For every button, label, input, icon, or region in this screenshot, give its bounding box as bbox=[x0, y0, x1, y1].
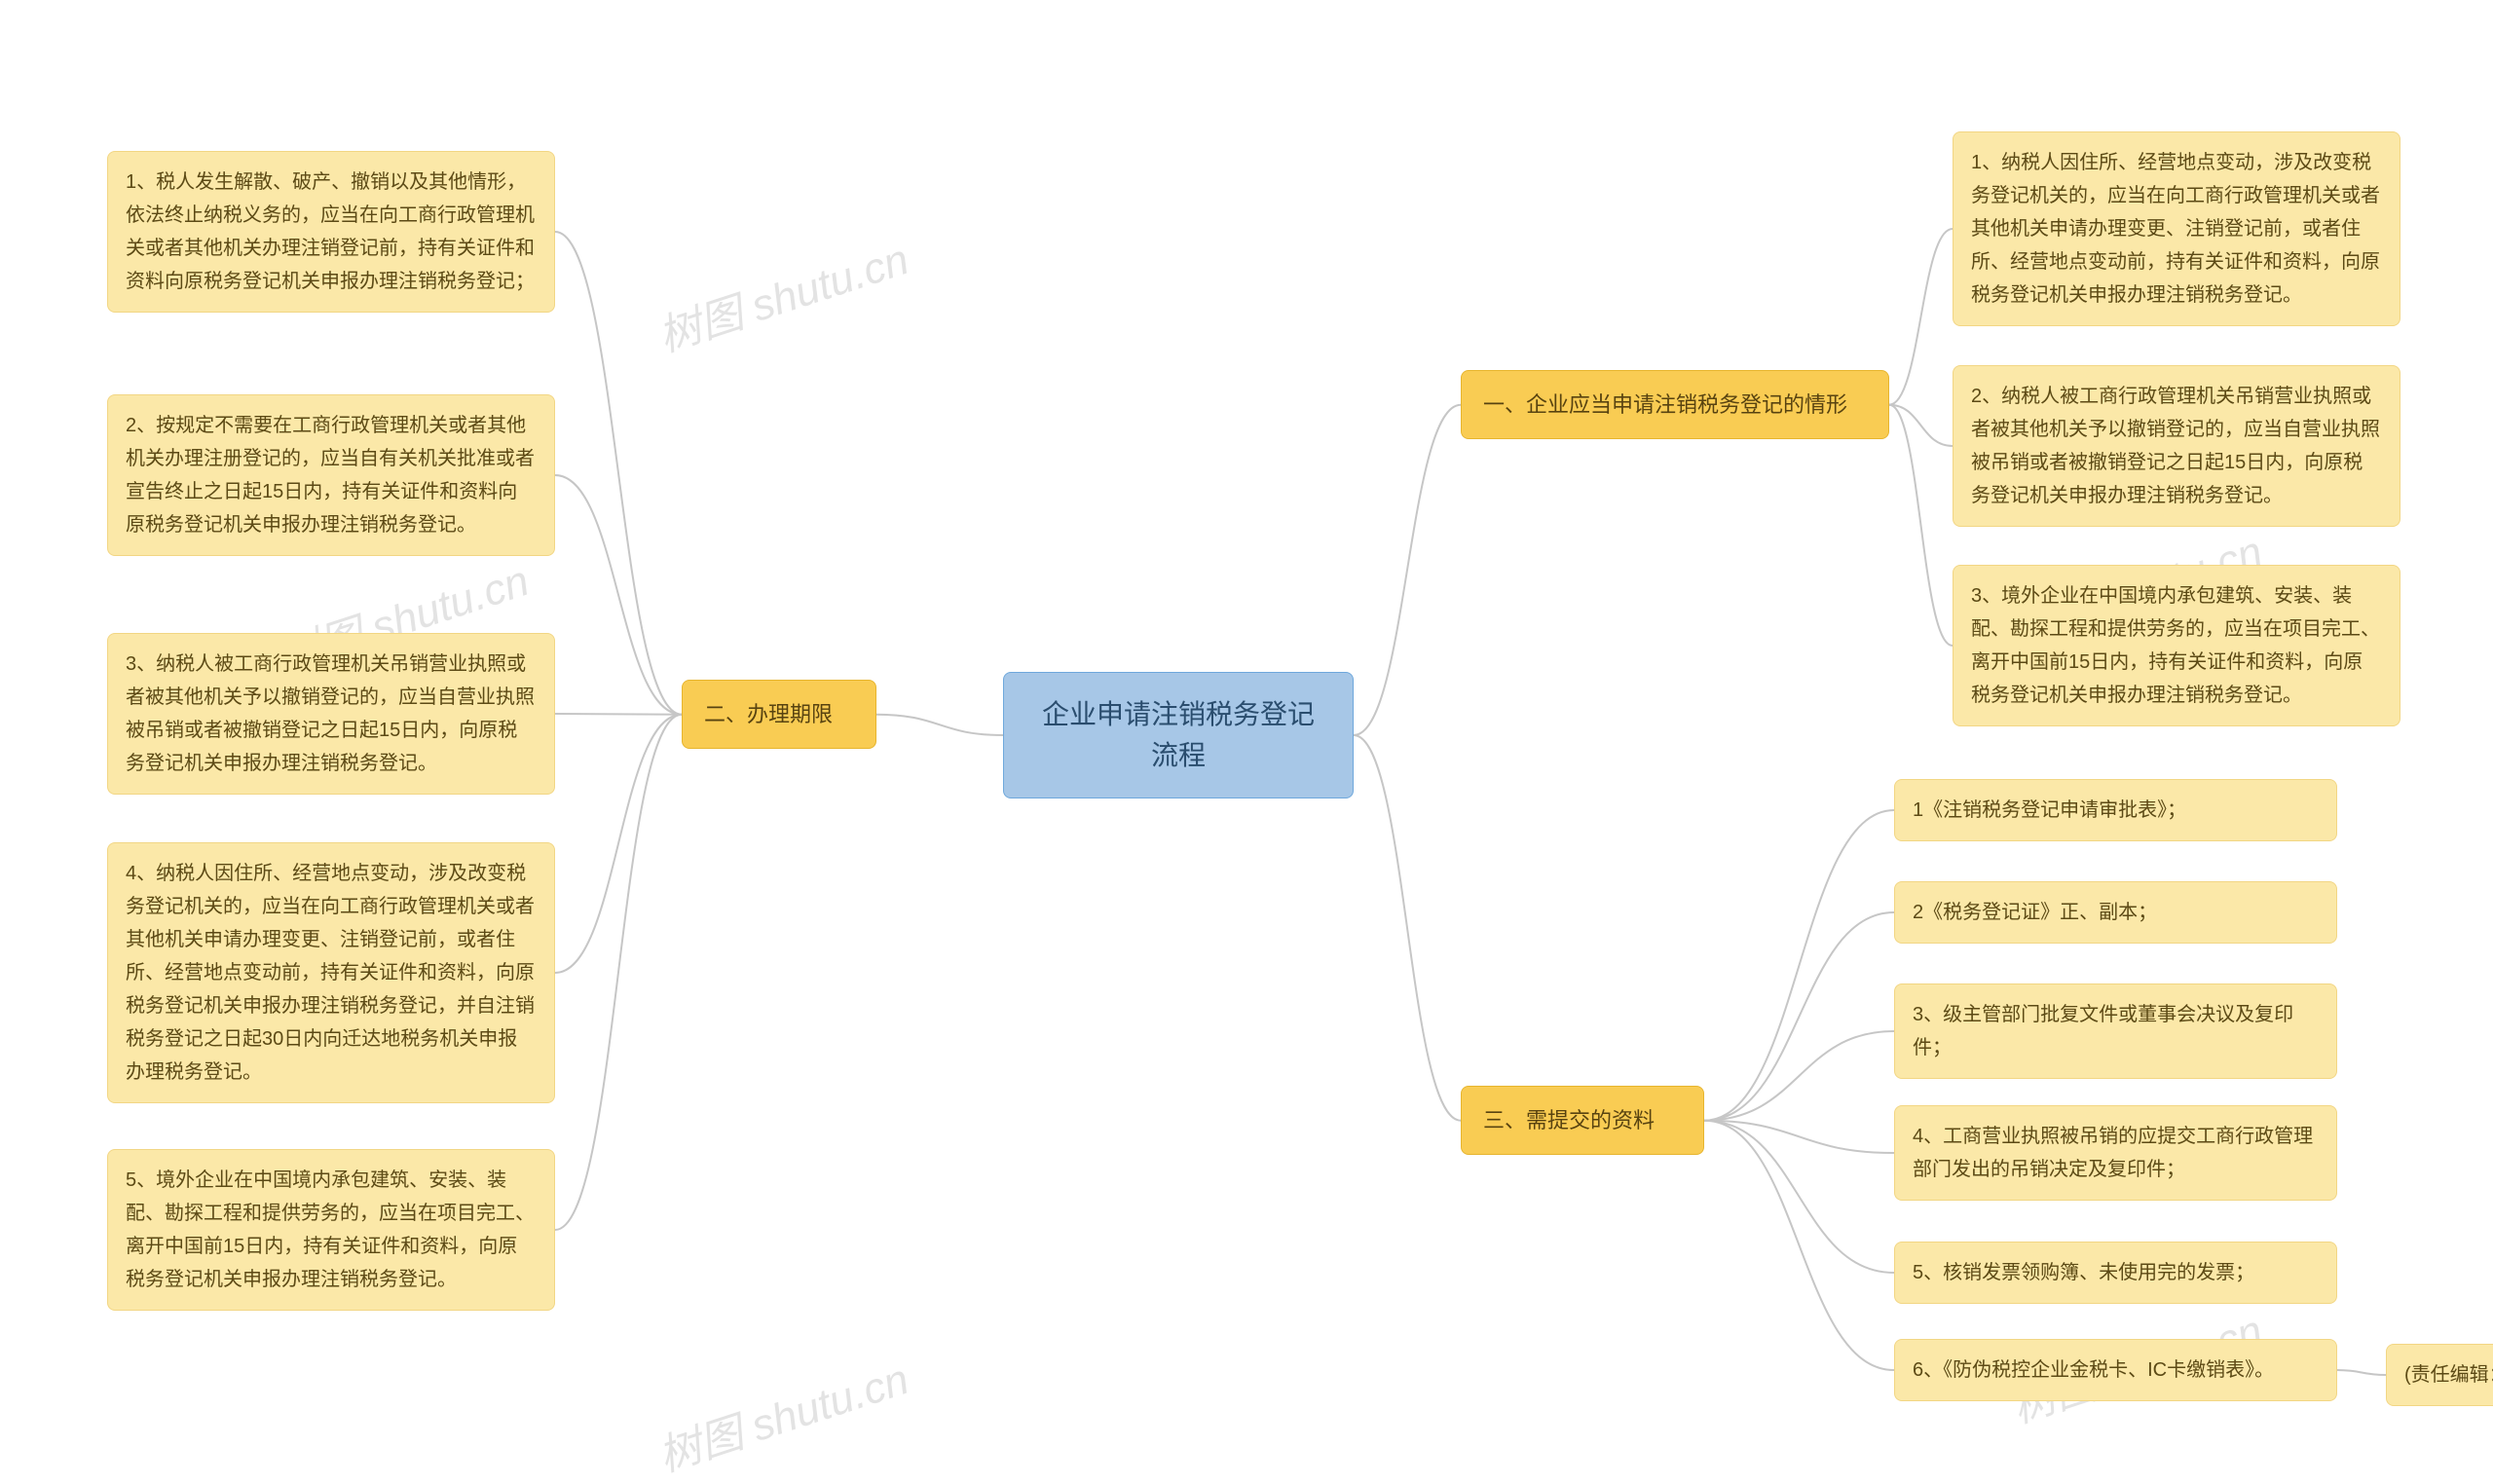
branch-3-leaf-1[interactable]: 1《注销税务登记申请审批表》； bbox=[1894, 779, 2337, 841]
branch-1-leaf-3[interactable]: 3、境外企业在中国境内承包建筑、安装、装配、勘探工程和提供劳务的，应当在项目完工… bbox=[1953, 565, 2400, 726]
branch-2-leaf-3[interactable]: 3、纳税人被工商行政管理机关吊销营业执照或者被其他机关予以撤销登记的，应当自营业… bbox=[107, 633, 555, 795]
branch-1-leaf-2[interactable]: 2、纳税人被工商行政管理机关吊销营业执照或者被其他机关予以撤销登记的，应当自营业… bbox=[1953, 365, 2400, 527]
branch-2-leaf-1[interactable]: 1、税人发生解散、破产、撤销以及其他情形，依法终止纳税义务的，应当在向工商行政管… bbox=[107, 151, 555, 313]
branch-3-leaf-4[interactable]: 4、工商营业执照被吊销的应提交工商行政管理部门发出的吊销决定及复印件； bbox=[1894, 1105, 2337, 1201]
branch-3[interactable]: 三、需提交的资料 bbox=[1461, 1086, 1704, 1155]
branch-2-leaf-4[interactable]: 4、纳税人因住所、经营地点变动，涉及改变税务登记机关的，应当在向工商行政管理机关… bbox=[107, 842, 555, 1103]
watermark: 树图 shutu.cn bbox=[650, 1344, 915, 1483]
branch-2-leaf-5[interactable]: 5、境外企业在中国境内承包建筑、安装、装配、勘探工程和提供劳务的，应当在项目完工… bbox=[107, 1149, 555, 1311]
branch-3-leaf-6[interactable]: 6、《防伪税控企业金税卡、IC卡缴销表》。 bbox=[1894, 1339, 2337, 1401]
branch-1[interactable]: 一、企业应当申请注销税务登记的情形 bbox=[1461, 370, 1889, 439]
branch-2[interactable]: 二、办理期限 bbox=[682, 680, 876, 749]
mindmap-canvas: 树图 shutu.cn 树图 shutu.cn 树图 shutu.cn 树图 s… bbox=[0, 0, 2493, 1393]
watermark: 树图 shutu.cn bbox=[650, 224, 915, 363]
branch-3-leaf-2[interactable]: 2《税务登记证》正、副本； bbox=[1894, 881, 2337, 944]
branch-3-leaf-6-extra[interactable]: (责任编辑：六六) bbox=[2386, 1344, 2493, 1406]
branch-3-leaf-5[interactable]: 5、核销发票领购簿、未使用完的发票； bbox=[1894, 1242, 2337, 1304]
root-node[interactable]: 企业申请注销税务登记流程 bbox=[1003, 672, 1354, 798]
branch-1-leaf-1[interactable]: 1、纳税人因住所、经营地点变动，涉及改变税务登记机关的，应当在向工商行政管理机关… bbox=[1953, 131, 2400, 326]
branch-3-leaf-3[interactable]: 3、级主管部门批复文件或董事会决议及复印件； bbox=[1894, 983, 2337, 1079]
branch-2-leaf-2[interactable]: 2、按规定不需要在工商行政管理机关或者其他机关办理注册登记的，应当自有关机关批准… bbox=[107, 394, 555, 556]
